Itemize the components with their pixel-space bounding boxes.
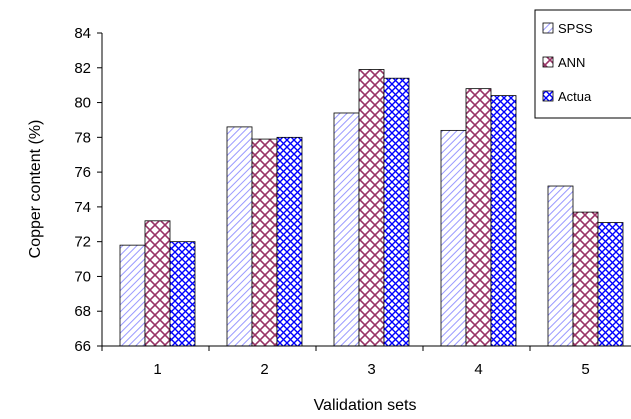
legend-label-ann: ANN — [558, 55, 585, 70]
y-tick-label: 82 — [74, 60, 91, 77]
bar-spss-set-1 — [119, 244, 146, 347]
y-tick-label: 66 — [74, 338, 91, 355]
legend-label-actua: Actua — [558, 89, 592, 104]
bar-ann-set-3 — [358, 69, 385, 347]
x-tick-label: 2 — [260, 361, 268, 378]
bar-actua-set-3 — [383, 77, 410, 347]
bar-actua-set-1 — [169, 241, 196, 347]
bar-ann-set-1 — [144, 220, 171, 347]
x-tick-label: 3 — [367, 361, 375, 378]
x-tick-label: 5 — [581, 361, 589, 378]
x-tick-label: 1 — [153, 361, 161, 378]
x-tick-label: 4 — [474, 361, 482, 378]
y-tick-label: 78 — [74, 129, 91, 146]
bars-group — [119, 69, 624, 347]
y-tick-label: 70 — [74, 268, 91, 285]
bar-ann-set-4 — [465, 88, 492, 347]
bar-spss-set-2 — [226, 126, 253, 347]
x-ticks: 1 2 3 4 5 — [101, 346, 590, 378]
y-tick-label: 68 — [74, 303, 91, 320]
legend-label-spss: SPSS — [558, 21, 593, 36]
legend-swatch-actua — [542, 90, 554, 102]
bar-actua-set-2 — [276, 136, 303, 347]
y-tick-label: 80 — [74, 95, 91, 112]
legend-swatch-spss — [542, 22, 554, 34]
x-axis-title: Validation sets — [314, 397, 417, 414]
bar-spss-set-5 — [547, 185, 574, 347]
y-tick-label: 74 — [74, 199, 91, 216]
bar-ann-set-2 — [251, 138, 278, 347]
y-tick-label: 72 — [74, 234, 91, 251]
y-tick-label: 84 — [74, 25, 91, 42]
y-tick-label: 76 — [74, 164, 91, 181]
y-axis-title: Copper content (%) — [27, 120, 44, 259]
bar-spss-set-3 — [333, 112, 360, 347]
y-ticks: 66 68 70 72 74 76 78 80 82 84 — [74, 25, 102, 355]
bar-ann-set-5 — [572, 211, 599, 347]
legend-swatch-ann — [542, 56, 554, 68]
bar-spss-set-4 — [440, 129, 467, 347]
bar-actua-set-5 — [597, 222, 624, 347]
legend: SPSS ANN Actua — [534, 9, 631, 119]
bar-actua-set-4 — [490, 95, 517, 347]
